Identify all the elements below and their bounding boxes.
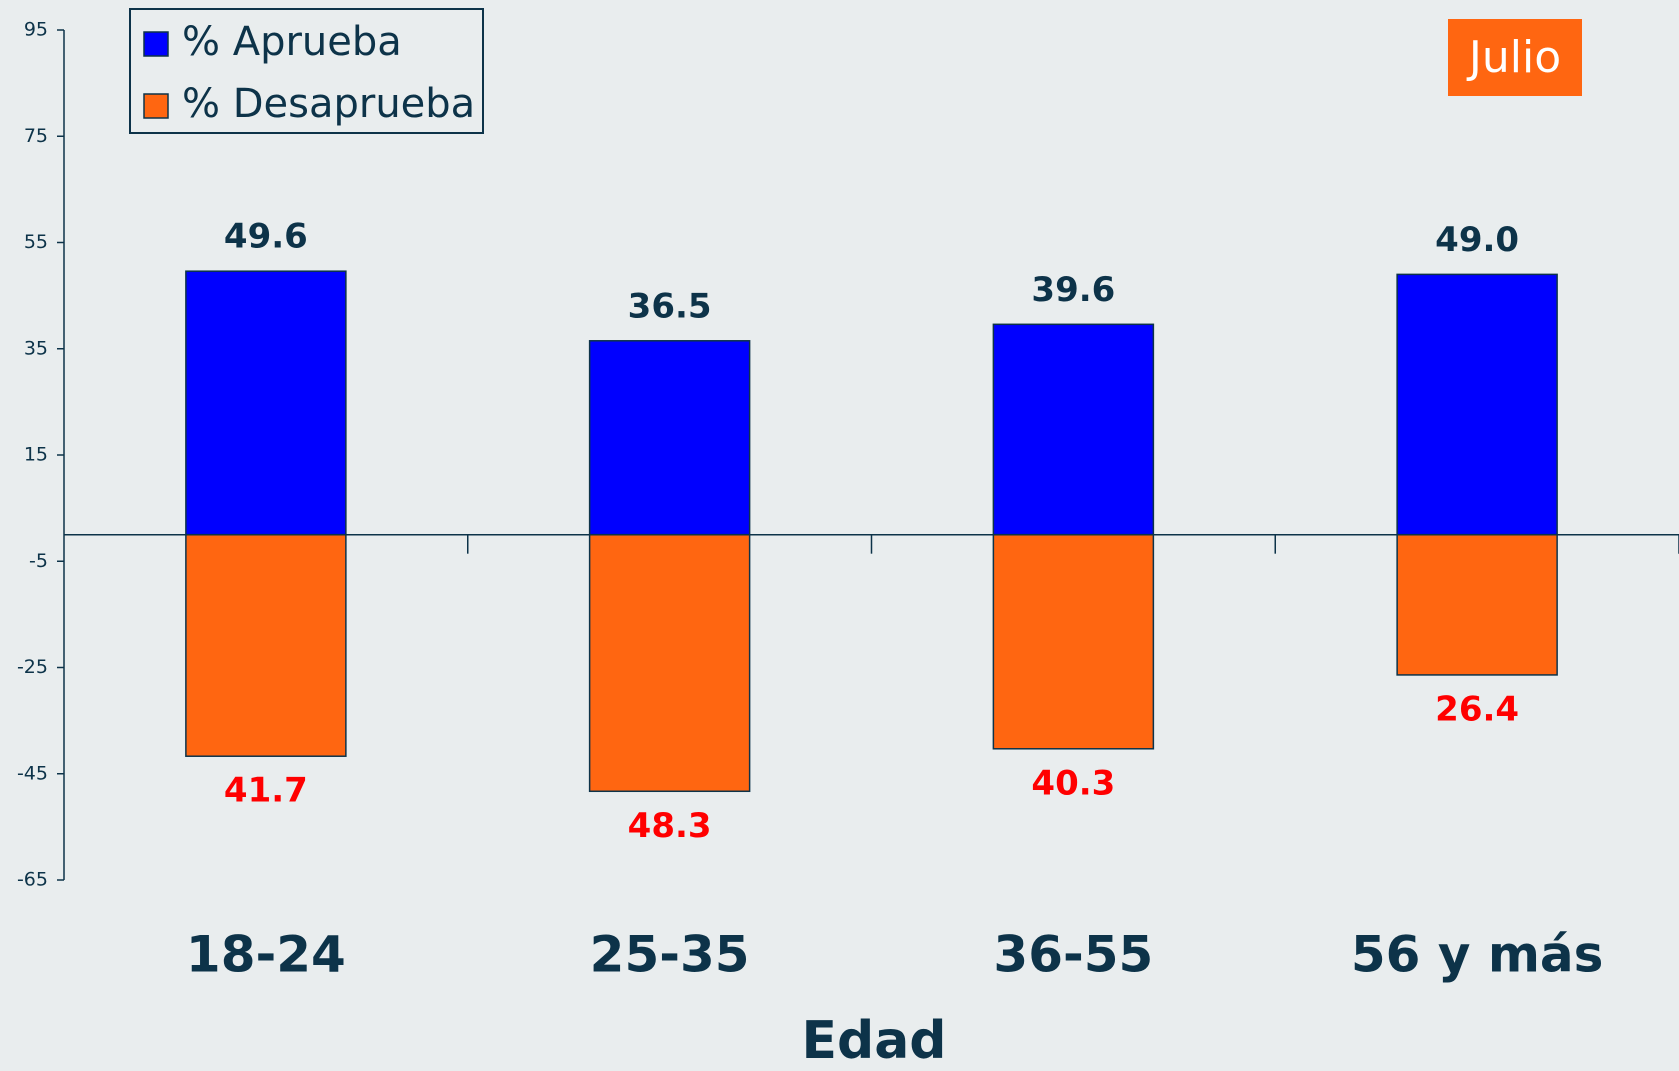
annotation-box bbox=[1448, 19, 1582, 96]
value-label: 48.3 bbox=[628, 806, 712, 846]
bar bbox=[588, 533, 751, 793]
y-tick-label: 15 bbox=[24, 444, 48, 466]
y-tick-label: -5 bbox=[29, 550, 48, 572]
value-label: 40.3 bbox=[1031, 763, 1115, 803]
x-tick-label: 25-35 bbox=[590, 926, 750, 984]
value-label: 49.0 bbox=[1435, 220, 1519, 260]
y-tick-label: -45 bbox=[17, 762, 48, 784]
x-tick-label: 18-24 bbox=[186, 926, 346, 984]
value-label: 49.6 bbox=[224, 217, 308, 257]
annotation: Julio bbox=[1466, 32, 1561, 83]
value-label: 26.4 bbox=[1435, 689, 1519, 729]
y-tick-label: 95 bbox=[24, 19, 48, 41]
legend-swatch bbox=[143, 93, 169, 119]
legend-label: % Aprueba bbox=[182, 19, 402, 65]
legend-box bbox=[129, 8, 484, 134]
x-axis-title: Edad bbox=[801, 1011, 946, 1071]
value-label: 36.5 bbox=[628, 286, 712, 326]
y-tick-label: -25 bbox=[17, 656, 48, 678]
y-tick-label: 35 bbox=[24, 337, 48, 359]
value-label: 41.7 bbox=[224, 771, 308, 811]
x-tick-label: 36-55 bbox=[993, 926, 1153, 984]
bar bbox=[992, 533, 1155, 750]
bar bbox=[992, 323, 1155, 536]
legend-swatch bbox=[143, 31, 169, 57]
value-label: 39.6 bbox=[1031, 270, 1115, 310]
bar bbox=[185, 270, 347, 536]
y-tick-label: 55 bbox=[24, 231, 48, 253]
y-tick-label: 75 bbox=[24, 125, 48, 147]
y-tick-label: -65 bbox=[17, 869, 48, 891]
bar bbox=[185, 533, 347, 757]
bar bbox=[1396, 273, 1558, 536]
bar bbox=[1396, 533, 1558, 676]
bar bbox=[588, 340, 751, 536]
x-tick-label: 56 y más bbox=[1351, 926, 1604, 984]
legend-label: % Desaprueba bbox=[182, 81, 475, 127]
